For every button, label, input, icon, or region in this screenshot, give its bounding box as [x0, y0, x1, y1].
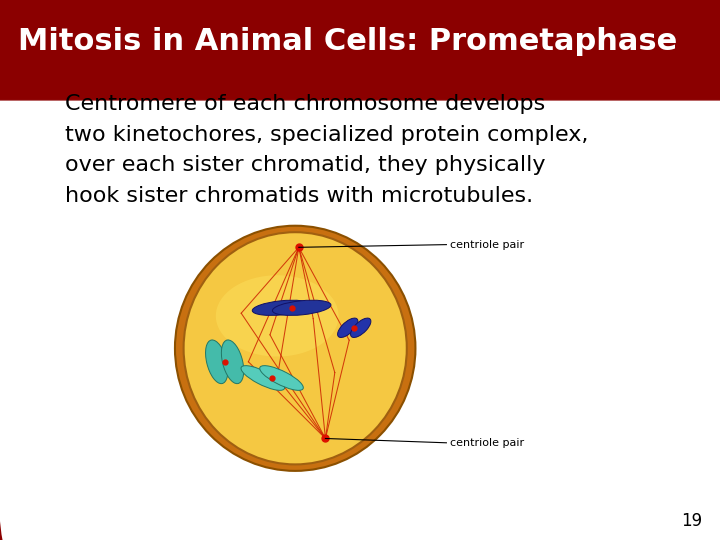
- Ellipse shape: [252, 300, 311, 315]
- Ellipse shape: [184, 232, 407, 464]
- Ellipse shape: [260, 366, 303, 390]
- Ellipse shape: [338, 318, 358, 338]
- Text: centriole pair: centriole pair: [450, 240, 524, 249]
- Text: Centromere of each chromosome develops
two kinetochores, specialized protein com: Centromere of each chromosome develops t…: [65, 94, 588, 206]
- Text: 19: 19: [681, 512, 702, 530]
- Ellipse shape: [216, 275, 338, 356]
- Ellipse shape: [221, 340, 244, 383]
- Ellipse shape: [272, 300, 331, 315]
- Ellipse shape: [205, 340, 228, 383]
- Ellipse shape: [351, 318, 371, 338]
- Ellipse shape: [175, 226, 415, 471]
- FancyBboxPatch shape: [0, 0, 720, 100]
- Ellipse shape: [241, 366, 284, 390]
- Text: Mitosis in Animal Cells: Prometaphase: Mitosis in Animal Cells: Prometaphase: [18, 28, 678, 56]
- Text: centriole pair: centriole pair: [450, 438, 524, 448]
